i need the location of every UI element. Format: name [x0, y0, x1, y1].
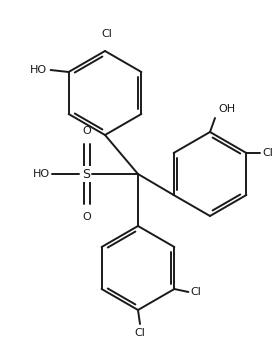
Text: Cl: Cl: [190, 287, 201, 297]
Text: Cl: Cl: [102, 29, 113, 39]
Text: HO: HO: [33, 169, 50, 179]
Text: O: O: [83, 212, 91, 222]
Text: O: O: [83, 126, 91, 136]
Text: OH: OH: [218, 104, 235, 114]
Text: S: S: [82, 167, 90, 181]
Text: Cl: Cl: [262, 148, 273, 158]
Text: Cl: Cl: [135, 328, 145, 338]
Text: HO: HO: [29, 65, 47, 75]
